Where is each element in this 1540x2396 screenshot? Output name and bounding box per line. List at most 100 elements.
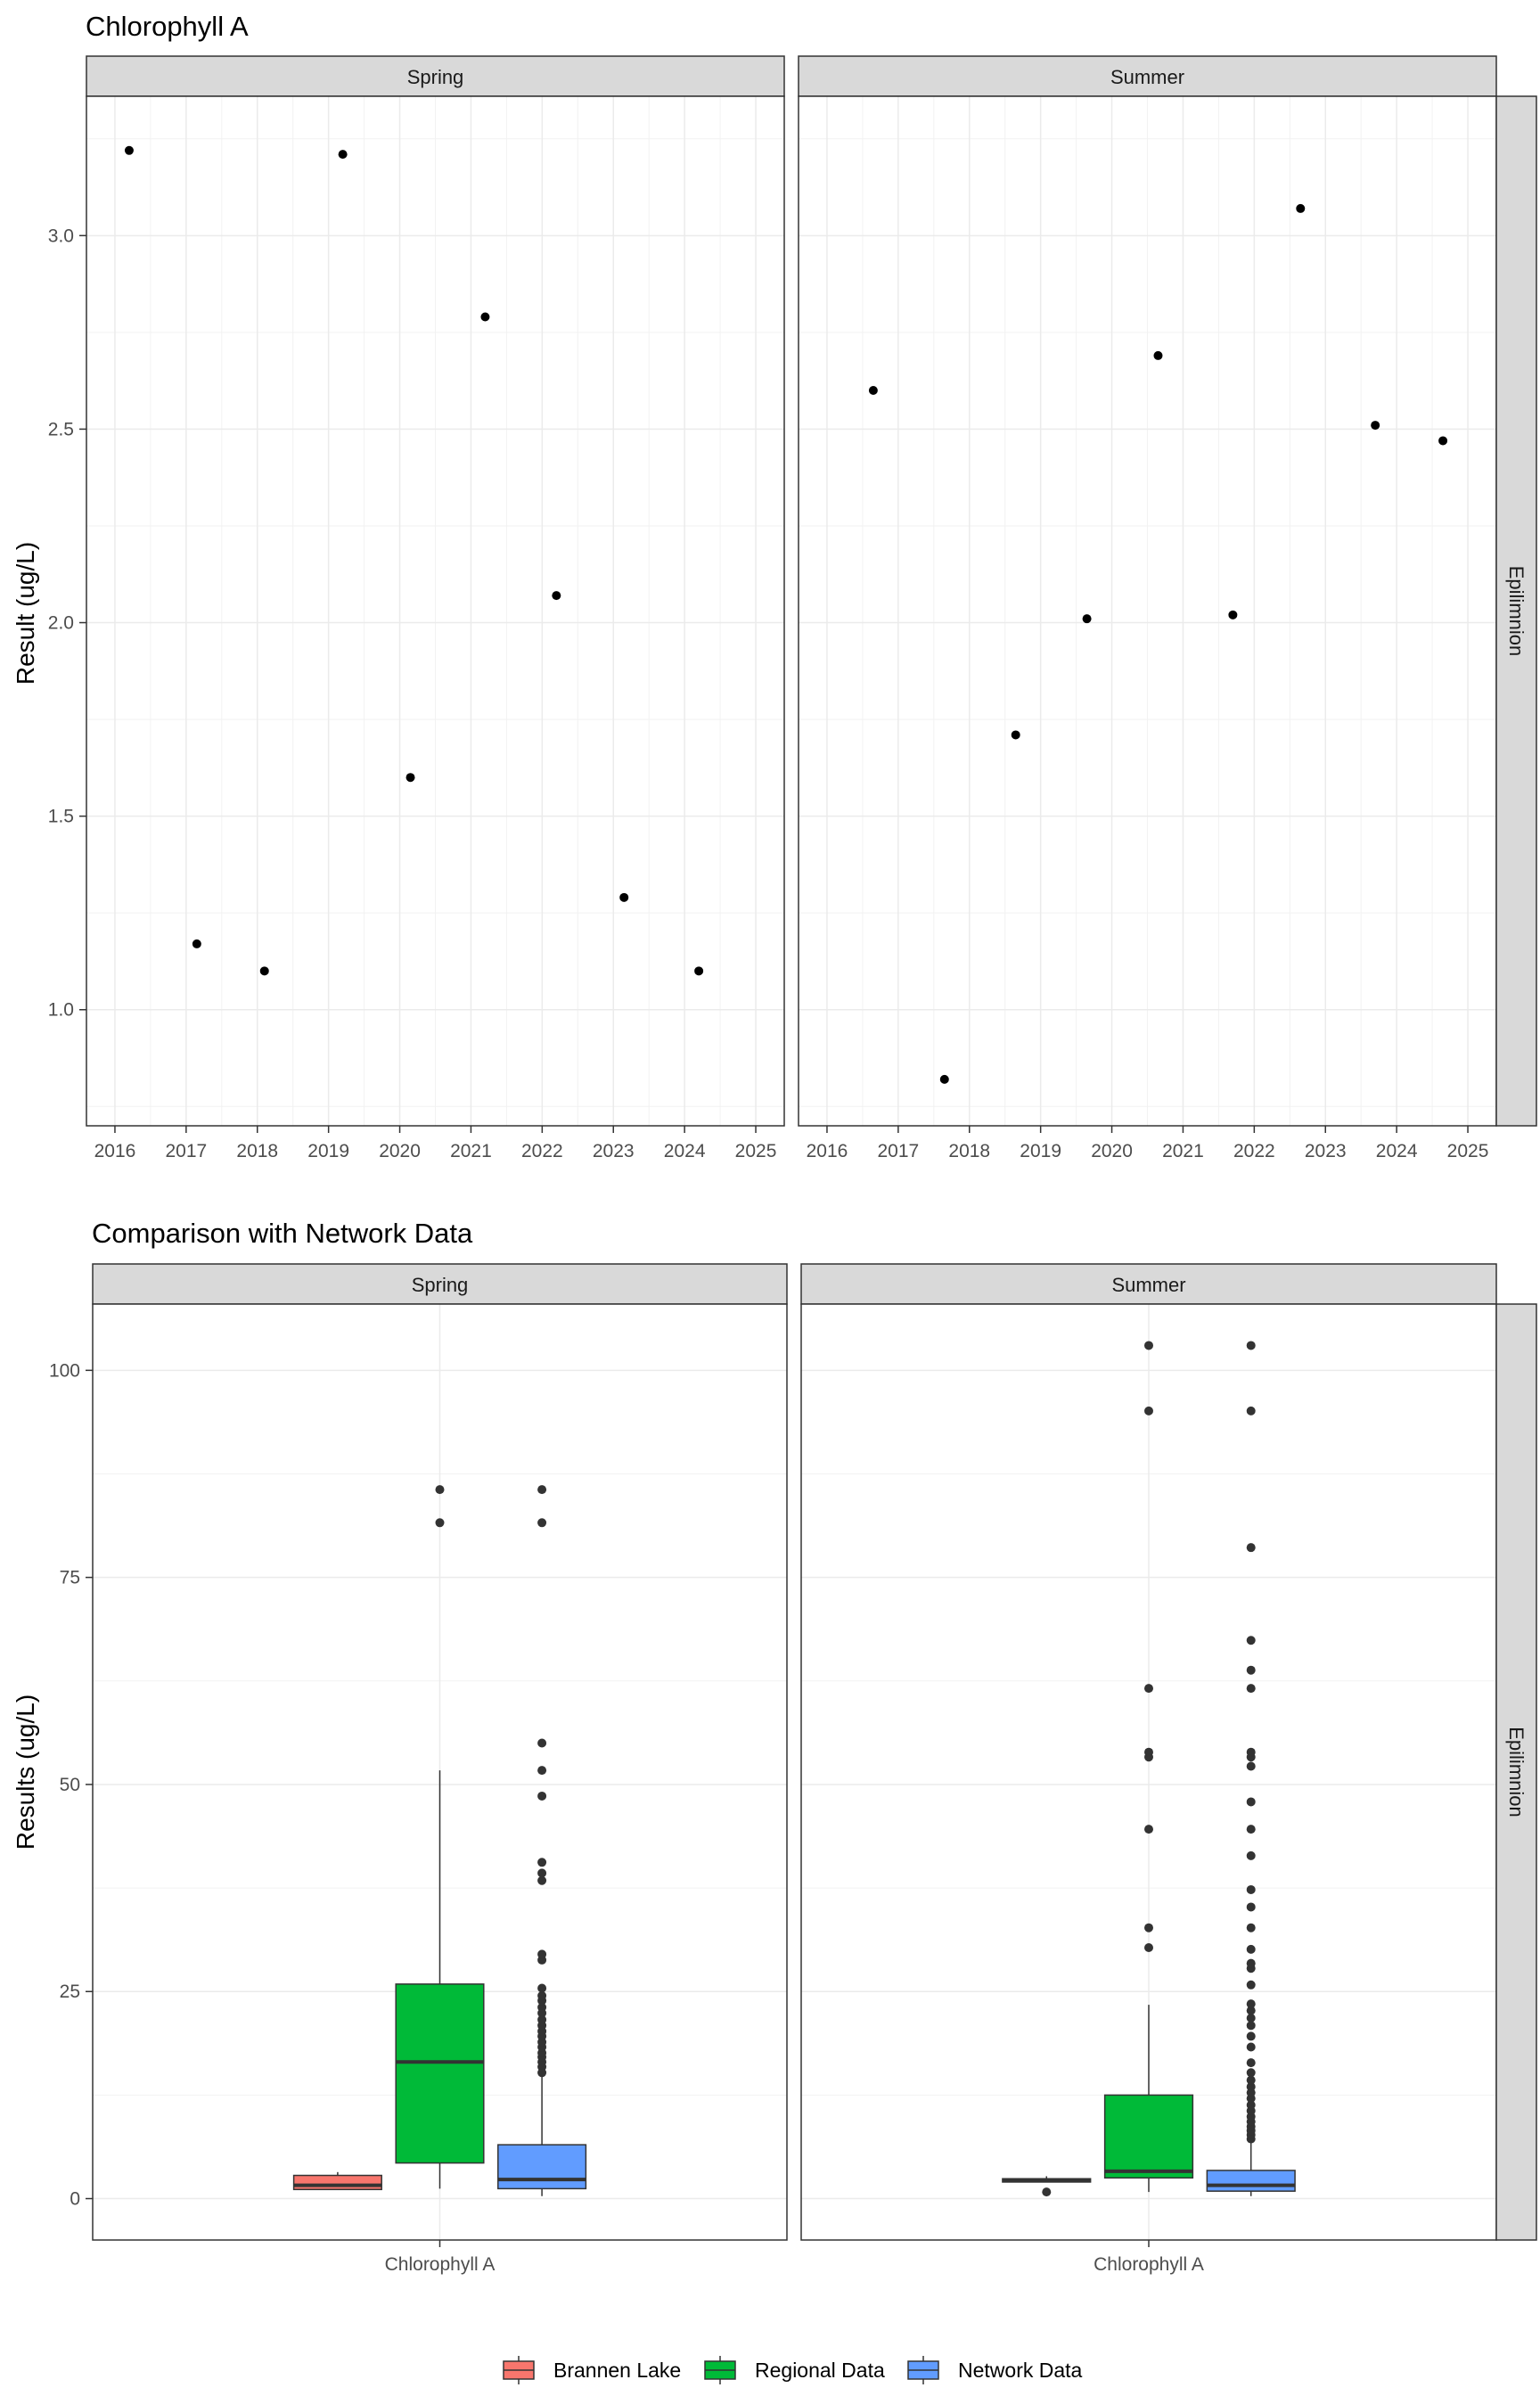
chart1-summer-point-2 bbox=[1011, 730, 1020, 740]
chart1-summer-strip-label: Summer bbox=[1110, 66, 1184, 88]
chart2-summer-outlier-brannen-lake-0 bbox=[1042, 2187, 1052, 2197]
chart1-summer-x-tick-label: 2024 bbox=[1376, 1141, 1418, 1161]
chart2-spring-strip-label: Spring bbox=[412, 1274, 469, 1296]
chart1-spring-point-7 bbox=[619, 892, 629, 902]
chart1-row-strip bbox=[1495, 95, 1537, 1127]
chart2-summer-outlier-network-data-18 bbox=[1246, 2006, 1256, 2015]
chart1-summer-x-tick-label: 2018 bbox=[948, 1141, 990, 1161]
chart1-spring-x-tick-label: 2016 bbox=[94, 1141, 136, 1161]
chart1-summer-x-tick-label: 2022 bbox=[1233, 1141, 1275, 1161]
chart2-summer-outlier-network-data-15 bbox=[1246, 2031, 1256, 2041]
chart1-summer-point-0 bbox=[868, 386, 878, 395]
chart1-spring-x-tick-label: 2017 bbox=[165, 1141, 207, 1161]
chart2-summer-box-network-data bbox=[1206, 1341, 1296, 2196]
chart2-summer-x-tick-label: Chlorophyll A bbox=[1094, 2254, 1204, 2275]
chart2-summer-outlier-network-data-37 bbox=[1246, 1406, 1256, 1415]
chart2-summer-outlier-regional-data-0 bbox=[1144, 1942, 1153, 1952]
chart1-spring-point-3 bbox=[338, 150, 348, 160]
chart2-summer-outlier-network-data-29 bbox=[1246, 1797, 1256, 1807]
chart1-summer-x-tick-label: 2023 bbox=[1305, 1141, 1347, 1161]
chart2-summer-outlier-network-data-24 bbox=[1246, 1923, 1256, 1932]
chart2-summer-outlier-regional-data-6 bbox=[1144, 1406, 1153, 1415]
chart2-summer-outlier-network-data-28 bbox=[1246, 1825, 1256, 1834]
chart2-summer-outlier-regional-data-4 bbox=[1144, 1747, 1153, 1757]
chart2-y-axis-label: Results (ug/L) bbox=[12, 1694, 39, 1850]
chart1-summer-x-tick-label: 2016 bbox=[807, 1141, 848, 1161]
chart1-title: Chlorophyll A bbox=[86, 11, 249, 42]
chart2-spring-box-brannen-lake bbox=[292, 2171, 382, 2191]
chart2-spring-outlier-network-data-19 bbox=[537, 1868, 547, 1878]
chart2-summer-iqr-box-network-data bbox=[1206, 2170, 1296, 2192]
chart1-y-tick-label: 1.0 bbox=[48, 1000, 74, 1021]
chart2-summer-outlier-network-data-20 bbox=[1246, 1980, 1256, 1990]
chart2-summer-outlier-network-data-27 bbox=[1246, 1850, 1256, 1860]
chart1-y-tick-label: 2.0 bbox=[48, 613, 74, 634]
chart2-spring-outlier-network-data-25 bbox=[537, 1485, 547, 1495]
chart1-spring-point-5 bbox=[480, 312, 490, 322]
chart2-panel-spring: Spring 0 25 50 75 100 Chlorophyll A bbox=[49, 1263, 788, 2275]
chart2-summer-outlier-network-data-26 bbox=[1246, 1884, 1256, 1894]
chart2-summer-outlier-regional-data-2 bbox=[1144, 1825, 1153, 1834]
chart2-spring-iqr-box-regional-data bbox=[395, 1983, 485, 2164]
chart1-summer-x-tick-label: 2017 bbox=[877, 1141, 919, 1161]
chart1-spring-x-tick-label: 2019 bbox=[307, 1141, 349, 1161]
chart2-spring-box-regional-data bbox=[395, 1485, 485, 2189]
chart2-summer-iqr-box-regional-data bbox=[1103, 2094, 1194, 2179]
chart2-summer-outlier-network-data-25 bbox=[1246, 1902, 1256, 1912]
chart1-panel-summer: Summer 2016 2017 2018 2019 2020 2021 2022 2023 2… bbox=[798, 55, 1497, 1161]
chart2-spring-outlier-network-data-21 bbox=[537, 1791, 547, 1801]
chart2-y-tick-label: 75 bbox=[60, 1568, 80, 1588]
chart2-y-tick-label: 100 bbox=[49, 1360, 80, 1381]
chart2-summer-outlier-network-data-12 bbox=[1246, 2068, 1256, 2078]
chart1-summer-point-4 bbox=[1153, 350, 1163, 360]
chart2-summer-strip bbox=[800, 1263, 1497, 1305]
chart1-y-tick-label: 1.5 bbox=[48, 807, 74, 827]
chart1-spring-strip bbox=[86, 55, 785, 97]
chart1-spring-strip-label: Spring bbox=[407, 66, 464, 88]
chart1-y-tick-label: 2.5 bbox=[48, 419, 74, 439]
chart1-panel-spring: Spring 2016 2017 2018 2019 2020 2021 2022 2023 2… bbox=[48, 55, 785, 1161]
chart2-spring-outlier-network-data-18 bbox=[537, 1875, 547, 1885]
chart1-summer-point-8 bbox=[1438, 436, 1448, 446]
chart2-spring-outlier-network-data-22 bbox=[537, 1766, 547, 1776]
chart2-summer-outlier-network-data-19 bbox=[1246, 1999, 1256, 2009]
chart2-summer-outlier-network-data-7 bbox=[1246, 2100, 1256, 2110]
chart2-spring-x-tick-label: Chlorophyll A bbox=[385, 2254, 496, 2275]
chart2-summer-outlier-network-data-22 bbox=[1246, 1958, 1256, 1968]
chart1-spring-panel-border bbox=[86, 95, 785, 1127]
chart2-summer-outlier-network-data-35 bbox=[1246, 1636, 1256, 1645]
chart1-summer-point-7 bbox=[1371, 421, 1380, 431]
chart2-summer-strip-label: Summer bbox=[1111, 1274, 1185, 1296]
chart1-spring-point-8 bbox=[694, 966, 704, 976]
chart2-y-tick-label: 50 bbox=[60, 1775, 80, 1795]
chart2-summer-outlier-network-data-10 bbox=[1246, 2082, 1256, 2092]
chart1-spring-x-tick-label: 2018 bbox=[236, 1141, 278, 1161]
chart2-y-tick-label: 25 bbox=[60, 1982, 80, 2002]
chart2-spring-box-network-data bbox=[497, 1485, 587, 2196]
chart2-spring-outlier-network-data-24 bbox=[537, 1518, 547, 1528]
chart2-summer-box-regional-data bbox=[1103, 1341, 1194, 2193]
chart2-summer-outlier-network-data-14 bbox=[1246, 2042, 1256, 2052]
chart2-summer-outlier-network-data-33 bbox=[1246, 1684, 1256, 1694]
legend: Brannen Lake Regional Data Network Data bbox=[503, 2356, 1083, 2384]
chart2-summer-outlier-regional-data-5 bbox=[1144, 1684, 1153, 1694]
chart1-summer-point-6 bbox=[1296, 203, 1306, 213]
chart2-summer-outlier-network-data-30 bbox=[1246, 1761, 1256, 1771]
chart2-summer-outlier-network-data-11 bbox=[1246, 2075, 1256, 2085]
chart2-spring-outlier-network-data-17 bbox=[537, 1949, 547, 1959]
chart2-summer-outlier-network-data-34 bbox=[1246, 1665, 1256, 1675]
chart1-y-axis-label: Result (ug/L) bbox=[12, 542, 39, 685]
chart2-spring-outlier-regional-data-0 bbox=[435, 1518, 445, 1528]
legend-label-regional-data: Regional Data bbox=[755, 2359, 885, 2382]
chart2-summer-outlier-network-data-38 bbox=[1246, 1341, 1256, 1350]
chart1-row-strip-label: Epilimnion bbox=[1505, 566, 1528, 657]
chart-network-comparison-box: Comparison with Network Data Results (ug… bbox=[12, 1218, 1537, 2384]
chart1-spring-point-1 bbox=[192, 939, 201, 948]
chart2-summer-outlier-network-data-32 bbox=[1246, 1747, 1256, 1757]
chart2-spring-outlier-network-data-10 bbox=[537, 2014, 547, 2024]
legend-item-brannen-lake: Brannen Lake bbox=[503, 2356, 681, 2384]
chart2-summer-outlier-regional-data-1 bbox=[1144, 1923, 1153, 1932]
chart2-spring-outlier-regional-data-1 bbox=[435, 1485, 445, 1495]
chart1-summer-x-tick-label: 2021 bbox=[1162, 1141, 1204, 1161]
